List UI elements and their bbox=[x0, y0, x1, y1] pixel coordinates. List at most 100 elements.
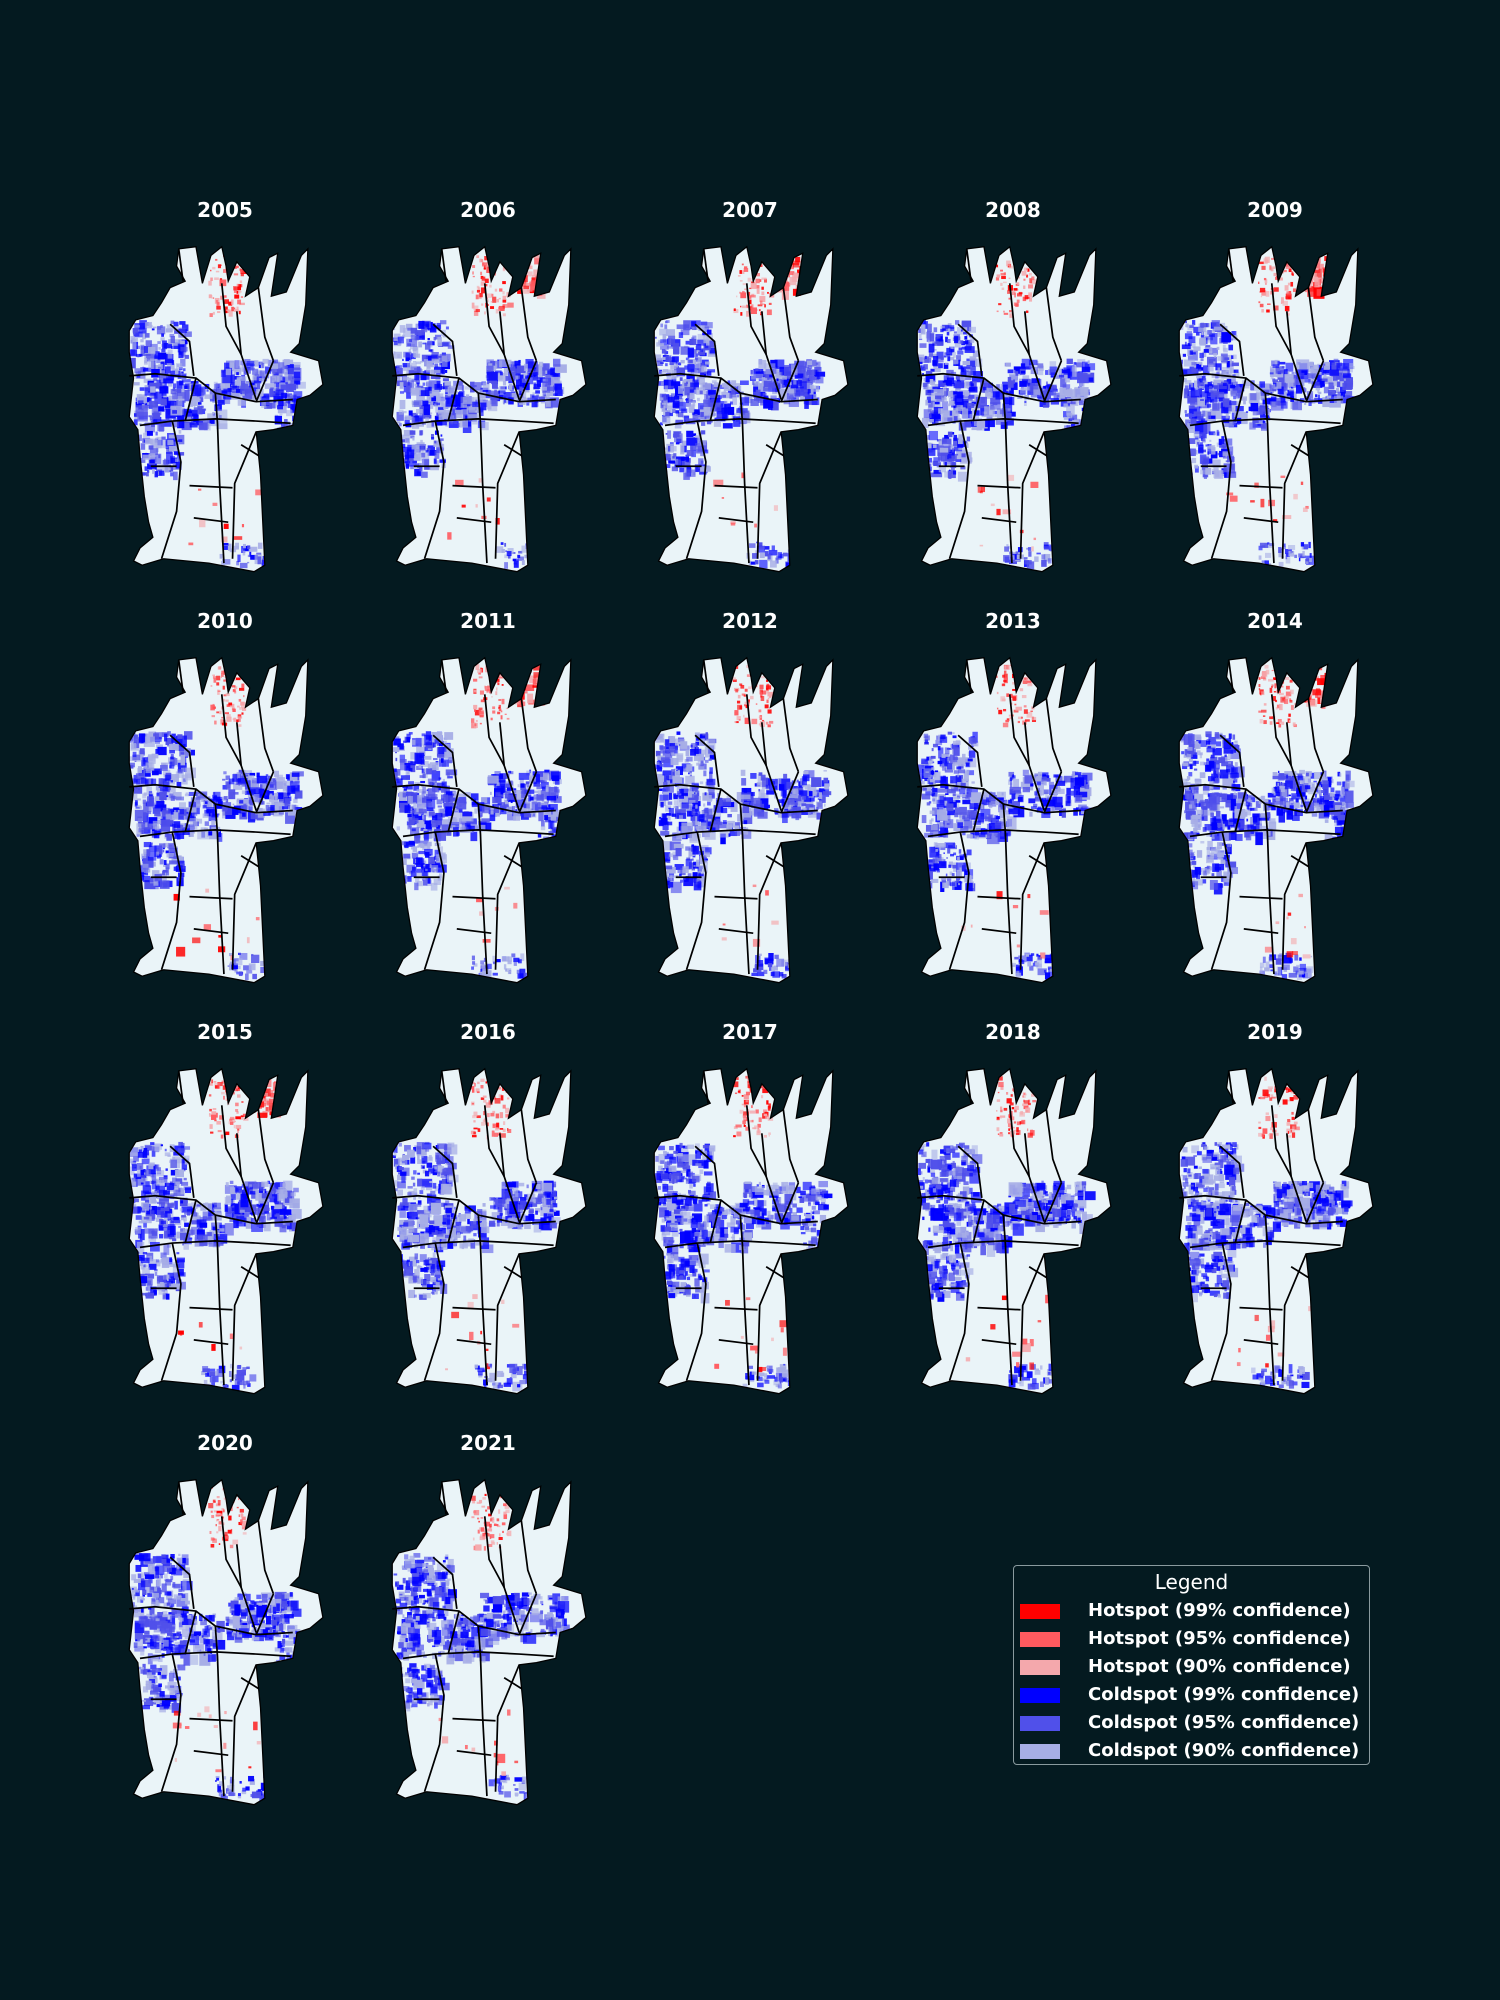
coldspot-cell bbox=[1288, 387, 1295, 392]
coldspot-cell bbox=[521, 560, 525, 566]
coldspot-cell bbox=[172, 758, 178, 765]
coldspot-cell bbox=[1189, 325, 1194, 328]
coldspot-cell bbox=[684, 382, 688, 387]
coldspot-cell bbox=[133, 382, 140, 386]
coldspot-cell bbox=[408, 410, 413, 417]
coldspot-cell bbox=[933, 469, 941, 474]
coldspot-cell bbox=[230, 362, 236, 371]
hotspot-cell bbox=[241, 712, 244, 715]
coldspot-cell bbox=[141, 853, 147, 860]
coldspot-cell bbox=[431, 820, 439, 828]
coldspot-cell bbox=[1305, 561, 1309, 564]
coldspot-cell bbox=[182, 379, 191, 383]
coldspot-cell bbox=[1231, 331, 1237, 336]
coldspot-cell bbox=[157, 341, 161, 345]
hotspot-cell bbox=[1273, 272, 1277, 277]
coldspot-cell bbox=[221, 561, 225, 570]
coldspot-cell bbox=[399, 471, 405, 478]
coldspot-cell bbox=[269, 793, 273, 797]
coldspot-cell bbox=[1331, 362, 1339, 376]
coldspot-cell bbox=[1277, 361, 1280, 366]
coldspot-cell bbox=[162, 383, 165, 386]
coldspot-cell bbox=[1085, 396, 1089, 399]
hotspot-cell bbox=[233, 273, 239, 276]
coldspot-cell bbox=[265, 559, 268, 562]
hotspot-cell bbox=[220, 676, 222, 678]
coldspot-cell bbox=[143, 432, 150, 443]
district-boundary bbox=[1290, 444, 1309, 457]
hotspot-cell bbox=[229, 309, 232, 312]
coldspot-cell bbox=[175, 796, 185, 801]
coldspot-cell bbox=[802, 377, 807, 382]
coldspot-cell bbox=[1193, 364, 1197, 368]
coldspot-cell bbox=[546, 386, 554, 391]
coldspot-cell bbox=[498, 390, 506, 394]
coldspot-cell bbox=[416, 754, 422, 765]
coldspot-cell bbox=[928, 386, 934, 393]
coldspot-cell bbox=[932, 460, 939, 465]
coldspot-cell bbox=[402, 452, 406, 457]
coldspot-cell bbox=[1250, 393, 1257, 401]
coldspot-cell bbox=[145, 822, 148, 828]
hotspot-cell bbox=[1003, 312, 1009, 315]
coldspot-cell bbox=[438, 777, 442, 780]
coldspot-cell bbox=[1275, 366, 1285, 374]
coldspot-cell bbox=[540, 782, 549, 789]
coldspot-cell bbox=[1250, 382, 1255, 391]
hotspot-cell bbox=[540, 286, 546, 292]
hotspot-cell bbox=[1269, 265, 1272, 271]
hotspot-cell bbox=[234, 307, 236, 310]
coldspot-cell bbox=[674, 421, 682, 429]
coldspot-cell bbox=[1229, 367, 1234, 374]
coldspot-cell bbox=[758, 359, 767, 369]
coldspot-cell bbox=[922, 373, 925, 376]
coldspot-cell bbox=[267, 775, 271, 780]
coldspot-cell bbox=[196, 803, 201, 807]
coldspot-cell bbox=[753, 396, 762, 401]
coldspot-cell bbox=[949, 326, 955, 332]
district-boundary bbox=[972, 377, 985, 422]
coldspot-cell bbox=[287, 804, 290, 809]
coldspot-cell bbox=[268, 546, 278, 556]
coldspot-cell bbox=[169, 774, 179, 782]
hotspot-cell bbox=[1314, 276, 1319, 282]
coldspot-cell bbox=[544, 769, 550, 775]
coldspot-cell bbox=[430, 364, 435, 368]
coldspot-cell bbox=[259, 362, 263, 369]
coldspot-cell bbox=[440, 443, 445, 447]
coldspot-cell bbox=[429, 833, 436, 839]
coldspot-cell bbox=[953, 331, 957, 334]
coldspot-cell bbox=[687, 364, 695, 372]
coldspot-cell bbox=[763, 380, 772, 388]
coldspot-cell bbox=[422, 400, 429, 407]
coldspot-cell bbox=[453, 380, 464, 390]
hotspot-cell bbox=[739, 280, 743, 282]
hotspot-cell bbox=[224, 310, 228, 314]
coldspot-cell bbox=[1066, 389, 1077, 400]
coldspot-cell bbox=[129, 756, 133, 762]
hotspot-cell bbox=[217, 690, 221, 692]
coldspot-cell bbox=[223, 771, 227, 775]
map-outline bbox=[128, 245, 324, 573]
hotspot-cell bbox=[223, 523, 229, 529]
coldspot-cell bbox=[418, 813, 422, 816]
coldspot-cell bbox=[1317, 394, 1320, 399]
coldspot-cell bbox=[434, 357, 439, 363]
map-panel: 2010 bbox=[100, 609, 350, 989]
district-boundary bbox=[255, 360, 275, 403]
coldspot-cell bbox=[287, 809, 300, 816]
hotspot-cell bbox=[1261, 290, 1267, 296]
coldspot-cell bbox=[516, 386, 523, 391]
hotspot-cell bbox=[1007, 290, 1011, 294]
coldspot-cell bbox=[533, 794, 542, 800]
coldspot-cell bbox=[543, 546, 548, 550]
coldspot-cell bbox=[673, 453, 677, 457]
coldspot-cell bbox=[1211, 446, 1216, 455]
coldspot-cell bbox=[1230, 387, 1243, 397]
coldspot-cell bbox=[1336, 375, 1340, 380]
coldspot-cell bbox=[924, 321, 928, 329]
coldspot-cell bbox=[700, 382, 711, 390]
coldspot-cell bbox=[813, 394, 817, 401]
coldspot-cell bbox=[433, 786, 440, 793]
hotspot-cell bbox=[212, 703, 215, 707]
